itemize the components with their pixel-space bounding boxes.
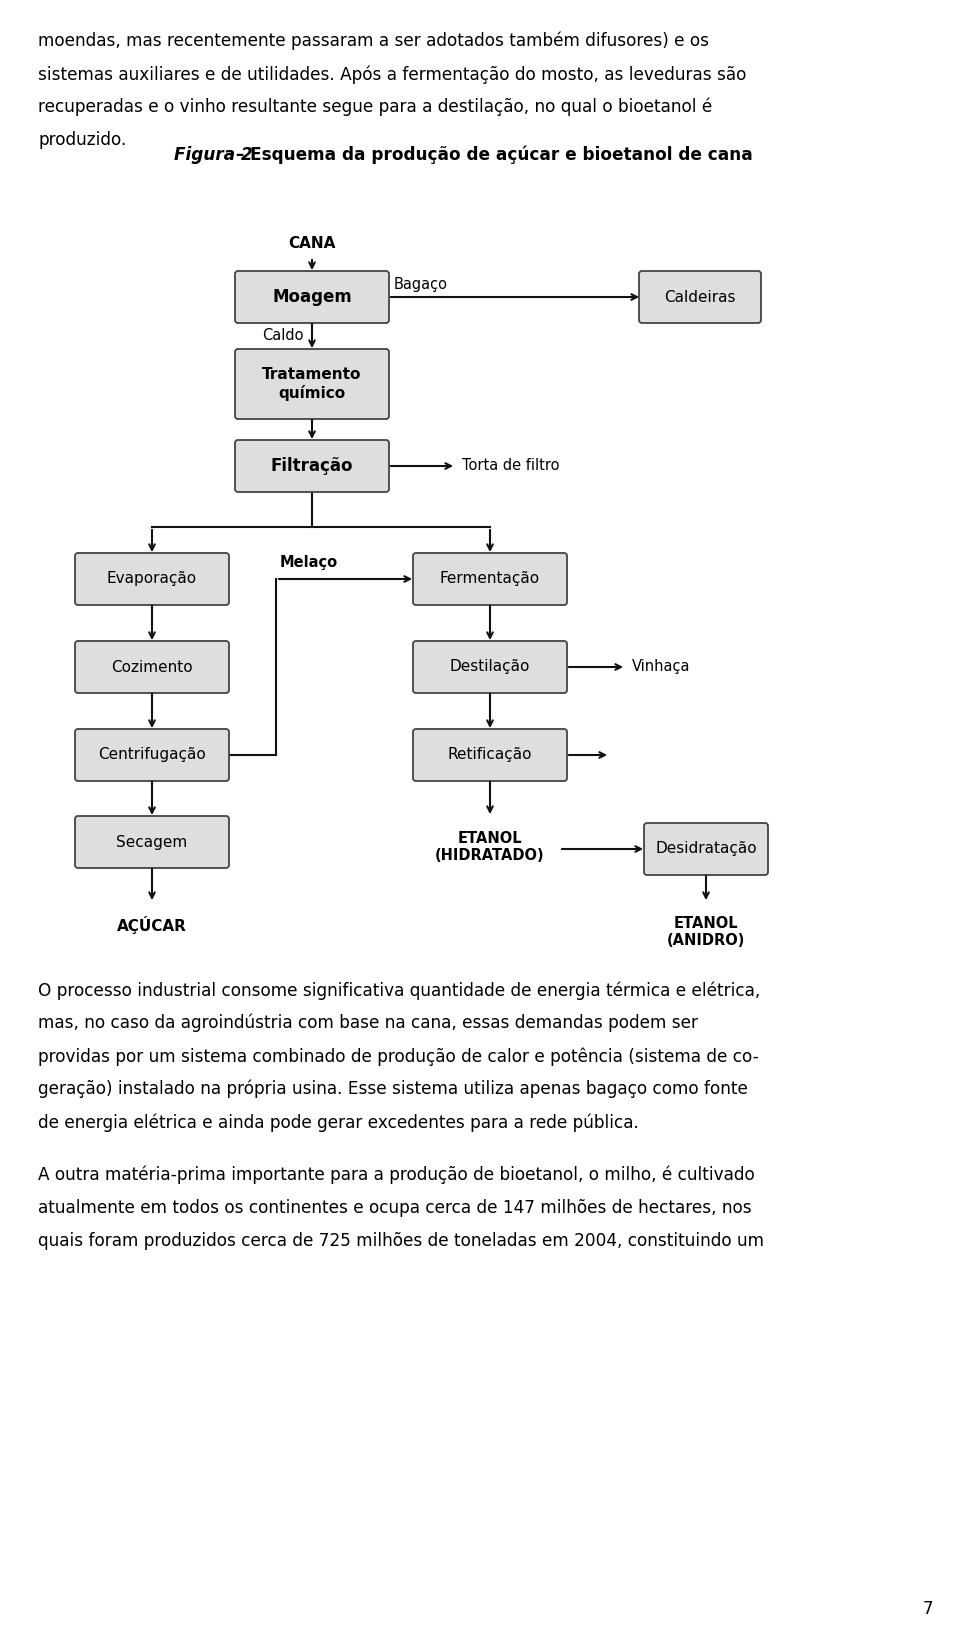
Text: – Esquema da produção de açúcar e bioetanol de cana: – Esquema da produção de açúcar e bioeta… (230, 146, 753, 164)
FancyBboxPatch shape (413, 552, 567, 605)
Text: O processo industrial consome significativa quantidade de energia térmica e elét: O processo industrial consome significat… (38, 982, 760, 1000)
FancyBboxPatch shape (235, 439, 389, 492)
FancyBboxPatch shape (75, 729, 229, 782)
Text: Bagaço: Bagaço (394, 277, 448, 292)
Text: Vinhaça: Vinhaça (632, 659, 690, 675)
Text: moendas, mas recentemente passaram a ser adotados também difusores) e os: moendas, mas recentemente passaram a ser… (38, 33, 709, 51)
FancyBboxPatch shape (75, 552, 229, 605)
Text: quais foram produzidos cerca de 725 milhões de toneladas em 2004, constituindo u: quais foram produzidos cerca de 725 milh… (38, 1233, 764, 1251)
Text: A outra matéria-prima importante para a produção de bioetanol, o milho, é cultiv: A outra matéria-prima importante para a … (38, 1165, 755, 1185)
Text: Evaporação: Evaporação (107, 572, 197, 587)
Text: Filtração: Filtração (271, 457, 353, 475)
Text: Secagem: Secagem (116, 834, 187, 849)
Text: Melaço: Melaço (280, 556, 338, 570)
Text: 7: 7 (923, 1600, 933, 1618)
FancyBboxPatch shape (639, 270, 761, 323)
FancyBboxPatch shape (75, 816, 229, 869)
Text: recuperadas e o vinho resultante segue para a destilação, no qual o bioetanol é: recuperadas e o vinho resultante segue p… (38, 98, 712, 116)
Text: atualmente em todos os continentes e ocupa cerca de 147 milhões de hectares, nos: atualmente em todos os continentes e ocu… (38, 1200, 752, 1218)
FancyBboxPatch shape (235, 270, 389, 323)
Text: Retificação: Retificação (447, 747, 532, 762)
Text: providas por um sistema combinado de produção de calor e potência (sistema de co: providas por um sistema combinado de pro… (38, 1047, 758, 1065)
FancyBboxPatch shape (644, 823, 768, 875)
FancyBboxPatch shape (235, 349, 389, 420)
Text: sistemas auxiliares e de utilidades. Após a fermentação do mosto, as leveduras s: sistemas auxiliares e de utilidades. Apó… (38, 66, 746, 84)
Text: produzido.: produzido. (38, 131, 127, 149)
Text: Centrifugação: Centrifugação (98, 747, 205, 762)
FancyBboxPatch shape (413, 641, 567, 693)
Text: Destilação: Destilação (450, 659, 530, 675)
Text: Desidratação: Desidratação (655, 841, 756, 857)
Text: mas, no caso da agroindústria com base na cana, essas demandas podem ser: mas, no caso da agroindústria com base n… (38, 1015, 698, 1033)
Text: CANA: CANA (288, 236, 336, 251)
Text: Figura 2: Figura 2 (174, 146, 252, 164)
Text: Fermentação: Fermentação (440, 572, 540, 587)
Text: AÇÚCAR: AÇÚCAR (117, 916, 187, 934)
Text: Caldo: Caldo (262, 328, 303, 344)
Text: Tratamento
químico: Tratamento químico (262, 367, 362, 402)
Text: Moagem: Moagem (272, 288, 352, 306)
Text: Caldeiras: Caldeiras (664, 290, 735, 305)
Text: Cozimento: Cozimento (111, 659, 193, 675)
Text: geração) instalado na própria usina. Esse sistema utiliza apenas bagaço como fon: geração) instalado na própria usina. Ess… (38, 1080, 748, 1098)
FancyBboxPatch shape (75, 641, 229, 693)
FancyBboxPatch shape (413, 729, 567, 782)
Text: ETANOL
(ANIDRO): ETANOL (ANIDRO) (667, 916, 745, 949)
Text: Torta de filtro: Torta de filtro (462, 459, 560, 474)
Text: de energia elétrica e ainda pode gerar excedentes para a rede pública.: de energia elétrica e ainda pode gerar e… (38, 1113, 638, 1131)
Text: ETANOL
(HIDRATADO): ETANOL (HIDRATADO) (435, 831, 545, 864)
